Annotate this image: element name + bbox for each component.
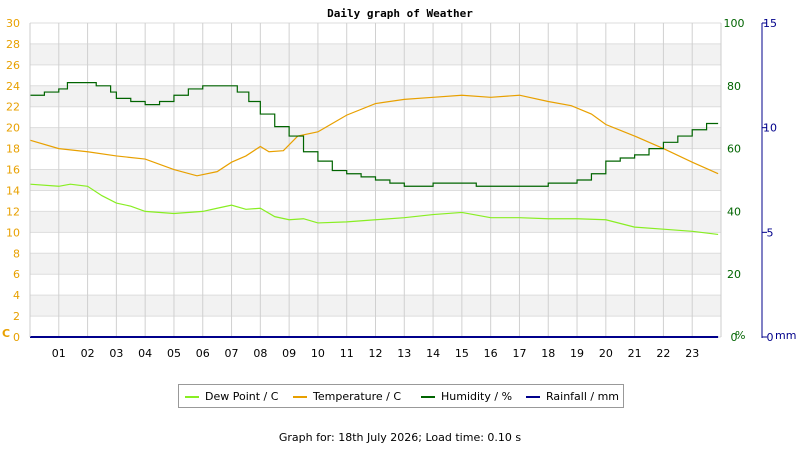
x-tick-16: 16 [484, 347, 498, 360]
legend-swatch-temperature [293, 396, 307, 398]
legend-swatch-dew-point [185, 396, 199, 398]
footer-text: Graph for: 18th July 2026; Load time: 0.… [278, 431, 522, 444]
series-dew [29, 183, 719, 236]
left-unit-label: C [2, 327, 10, 340]
x-tick-13: 13 [397, 347, 411, 360]
x-tick-03: 03 [109, 347, 123, 360]
y-right1-tick-20: 20 [727, 268, 741, 281]
y-right2-tick-10: 10 [763, 122, 777, 135]
legend-item-dew-point: Dew Point / C [185, 390, 278, 403]
x-tick-08: 08 [253, 347, 267, 360]
x-tick-10: 10 [311, 347, 325, 360]
y-right1-tick-100: 100 [724, 17, 745, 30]
y-left-tick-16: 16 [6, 164, 20, 177]
y-left-tick-28: 28 [6, 38, 20, 51]
y-left-tick-14: 14 [6, 184, 20, 197]
chart-title: Daily graph of Weather [327, 7, 473, 20]
x-tick-18: 18 [541, 347, 555, 360]
x-tick-11: 11 [340, 347, 354, 360]
y-left-tick-0: 0 [13, 331, 20, 344]
legend-label-humidity: Humidity / % [441, 390, 513, 403]
legend-swatch-humidity [421, 396, 435, 398]
legend-swatch-rainfall [526, 396, 540, 398]
y-right1-tick-60: 60 [727, 143, 741, 156]
x-tick-12: 12 [369, 347, 383, 360]
right2-unit-label: mm [775, 329, 796, 342]
x-tick-21: 21 [628, 347, 642, 360]
x-tick-04: 04 [138, 347, 152, 360]
right1-unit-label: % [735, 329, 745, 342]
axes-group [29, 22, 767, 338]
y-right2-tick-15: 15 [763, 17, 777, 30]
grid-lines [30, 22, 721, 338]
y-left-tick-26: 26 [6, 59, 20, 72]
y-right1-tick-40: 40 [727, 205, 741, 218]
x-tick-19: 19 [570, 347, 584, 360]
y-right1-tick-0: 0 [731, 331, 738, 344]
legend: Dew Point / C Temperature / C Humidity /… [178, 384, 624, 408]
y-left-tick-4: 4 [13, 289, 20, 302]
x-tick-17: 17 [512, 347, 526, 360]
series-humidity [30, 82, 719, 187]
y-left-tick-30: 30 [6, 17, 20, 30]
x-tick-06: 06 [196, 347, 210, 360]
legend-item-humidity: Humidity / % [421, 390, 512, 403]
y-left-tick-8: 8 [13, 247, 20, 260]
y-left-tick-12: 12 [6, 205, 20, 218]
y-left-tick-20: 20 [6, 122, 20, 135]
x-tick-15: 15 [455, 347, 469, 360]
x-tick-14: 14 [426, 347, 440, 360]
tick-labels: 01 02 03 04 05 06 07 08 09 10 11 12 13 14 15 16 17 18 19 20… [6, 17, 777, 360]
legend-label-temperature: Temperature / C [313, 390, 402, 403]
x-tick-23: 23 [685, 347, 699, 360]
y-left-tick-22: 22 [6, 101, 20, 114]
x-tick-09: 09 [282, 347, 296, 360]
x-tick-02: 02 [81, 347, 95, 360]
x-tick-20: 20 [599, 347, 613, 360]
y-left-tick-10: 10 [6, 226, 20, 239]
y-left-tick-6: 6 [13, 268, 20, 281]
legend-label-rainfall: Rainfall / mm [546, 390, 620, 403]
y-right2-tick-0: 0 [767, 331, 774, 344]
series-temperature [29, 94, 719, 177]
y-right1-tick-80: 80 [727, 80, 741, 93]
x-tick-22: 22 [656, 347, 670, 360]
y-left-tick-18: 18 [6, 143, 20, 156]
y-left-tick-24: 24 [6, 80, 20, 93]
legend-label-dew-point: Dew Point / C [205, 390, 279, 403]
y-right2-tick-5: 5 [767, 226, 774, 239]
legend-item-temperature: Temperature / C [293, 390, 401, 403]
y-left-tick-2: 2 [13, 310, 20, 323]
legend-item-rainfall: Rainfall / mm [526, 390, 619, 403]
x-tick-07: 07 [225, 347, 239, 360]
x-tick-05: 05 [167, 347, 181, 360]
series-group [29, 82, 719, 338]
x-tick-01: 01 [52, 347, 66, 360]
